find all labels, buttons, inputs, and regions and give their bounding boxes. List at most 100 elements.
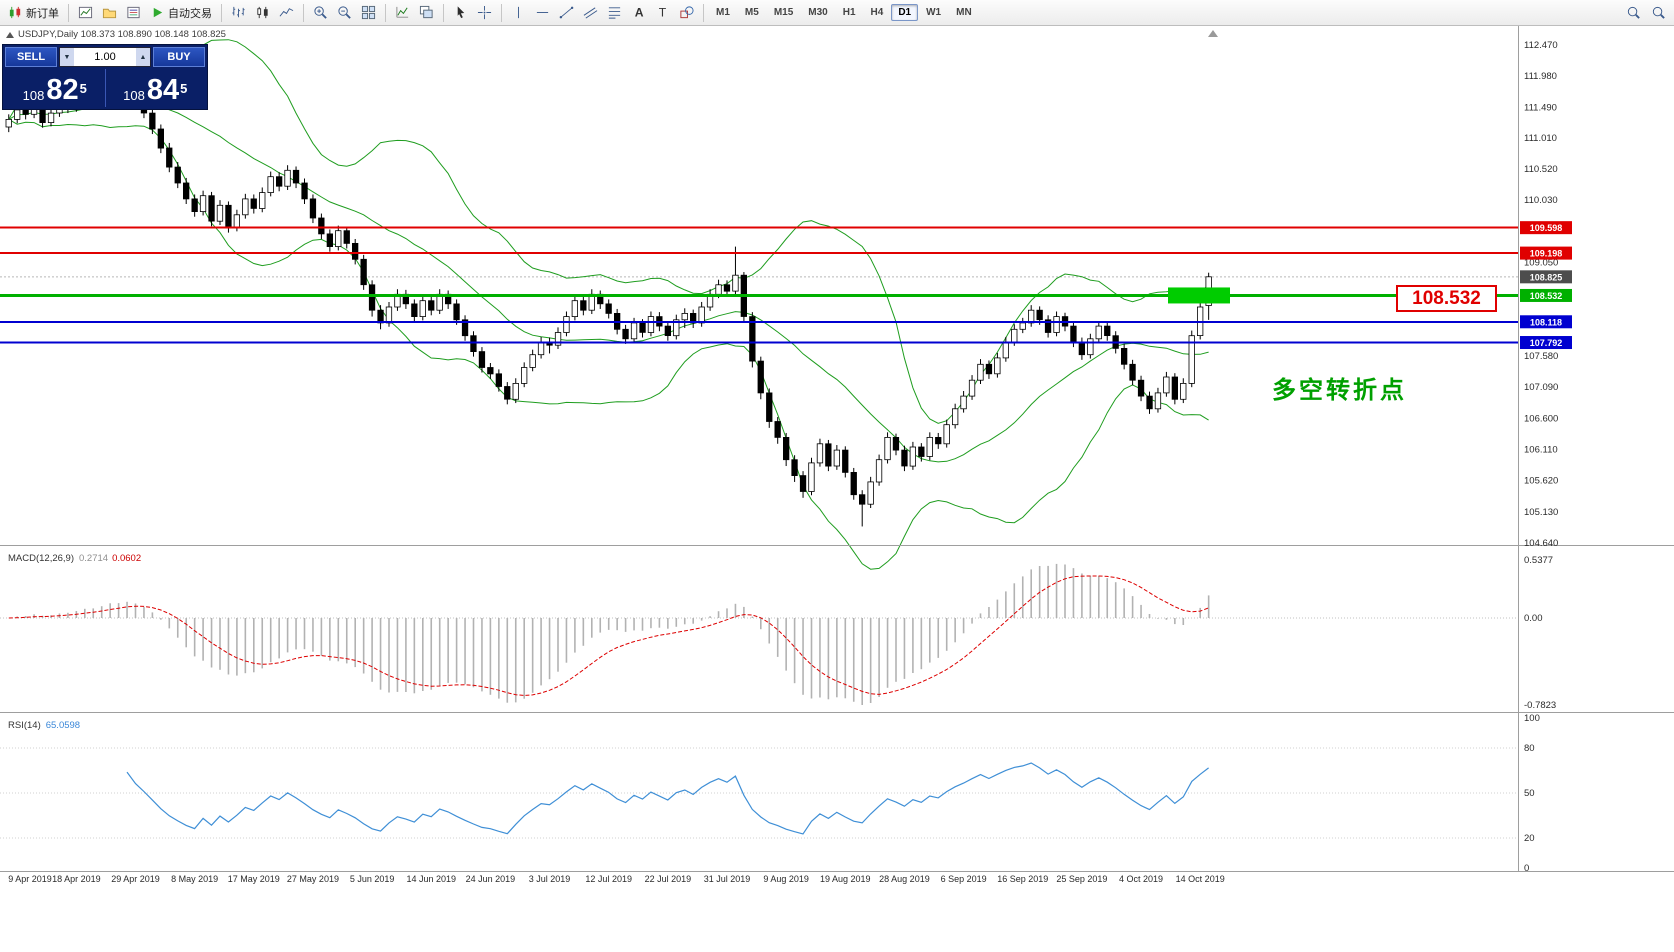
candle-body bbox=[529, 354, 536, 368]
find-symbol-button[interactable] bbox=[1647, 2, 1670, 23]
zoom-in-button[interactable] bbox=[309, 2, 332, 23]
rsi-title: RSI(14) bbox=[8, 720, 41, 731]
macd-signal-value: 0.0602 bbox=[112, 553, 142, 564]
candlestick-chart-button[interactable] bbox=[251, 2, 274, 23]
date-label: 17 May 2019 bbox=[228, 874, 280, 884]
text-button[interactable]: A bbox=[627, 2, 650, 23]
crosshair-button[interactable] bbox=[473, 2, 496, 23]
macd-title: MACD(12,26,9) bbox=[8, 553, 74, 564]
zoom-out-icon bbox=[337, 5, 352, 20]
highlight-rectangle[interactable] bbox=[1168, 287, 1230, 304]
candle-body bbox=[1146, 395, 1153, 410]
candle-body bbox=[1188, 335, 1195, 384]
candle-body bbox=[1180, 382, 1187, 400]
candle-body bbox=[208, 195, 215, 222]
candle-body bbox=[351, 242, 359, 260]
rsi-scale-label: 80 bbox=[1524, 743, 1535, 754]
turning-point-note[interactable]: 多空转折点 bbox=[1272, 377, 1407, 404]
label-icon: T bbox=[655, 5, 670, 20]
timeframe-group: M1 M5 M15 M30 H1 H4 D1 W1 MN bbox=[709, 4, 979, 21]
timeframe-h1[interactable]: H1 bbox=[842, 7, 856, 18]
candle-body bbox=[267, 176, 274, 193]
date-label: 31 Jul 2019 bbox=[704, 874, 751, 884]
candle-body bbox=[495, 373, 503, 387]
buy-price[interactable]: 108 84 5 bbox=[106, 69, 206, 107]
channel-button[interactable] bbox=[579, 2, 602, 23]
candle-body bbox=[521, 367, 528, 384]
timeframe-m30[interactable]: M30 bbox=[808, 7, 828, 18]
indicators-button[interactable] bbox=[391, 2, 414, 23]
chart-window[interactable]: 0.5377 0.00 -0.7823 100 80 50 20 0 112.470 111.98… bbox=[0, 26, 1674, 952]
timeframe-d1[interactable]: D1 bbox=[891, 4, 919, 21]
market-watch-button[interactable] bbox=[122, 2, 145, 23]
auto-trading-button[interactable]: 自动交易 bbox=[146, 2, 216, 24]
candle-body bbox=[318, 217, 325, 235]
bar-chart-button[interactable] bbox=[227, 2, 250, 23]
date-label: 12 Jul 2019 bbox=[585, 874, 632, 884]
candle-body bbox=[859, 494, 866, 505]
date-label: 24 Jun 2019 bbox=[466, 874, 516, 884]
cursor-button[interactable] bbox=[449, 2, 472, 23]
trendline-icon bbox=[559, 5, 574, 20]
timeframe-m5[interactable]: M5 bbox=[744, 7, 759, 18]
volume-down-button[interactable]: ▼ bbox=[60, 48, 74, 66]
price-annotation-label[interactable]: 108.532 bbox=[1396, 285, 1497, 312]
timeframe-mn[interactable]: MN bbox=[956, 7, 972, 18]
fibonacci-button[interactable] bbox=[603, 2, 626, 23]
shapes-button[interactable] bbox=[675, 2, 698, 23]
date-label: 9 Apr 2019 bbox=[8, 874, 52, 884]
crosshair-icon bbox=[477, 5, 492, 20]
zoom-out-button[interactable] bbox=[333, 2, 356, 23]
candle-body bbox=[968, 379, 976, 397]
date-label: 6 Sep 2019 bbox=[941, 874, 987, 884]
timeframe-m1[interactable]: M1 bbox=[716, 7, 730, 18]
timeframe-h4[interactable]: H4 bbox=[870, 7, 884, 18]
price-tick-label: 105.130 bbox=[1524, 507, 1558, 518]
chart-shift-marker[interactable] bbox=[1208, 30, 1218, 37]
new-order-button[interactable]: 新订单 bbox=[4, 2, 63, 24]
price-tag-108.825 bbox=[1520, 270, 1572, 284]
candle-body bbox=[901, 449, 908, 467]
one-click-trading-panel: SELL ▼ ▲ BUY 108 82 5 108 84 5 bbox=[2, 44, 208, 110]
cascade-windows-button[interactable] bbox=[415, 2, 438, 23]
sell-button[interactable]: SELL bbox=[5, 47, 57, 67]
sell-price-big: 82 bbox=[46, 74, 79, 106]
search-icon bbox=[1626, 5, 1641, 20]
channel-icon bbox=[583, 5, 598, 20]
sell-price[interactable]: 108 82 5 bbox=[5, 69, 105, 107]
tile-windows-button[interactable] bbox=[357, 2, 380, 23]
volume-up-button[interactable]: ▲ bbox=[136, 48, 150, 66]
price-tag-108.532 bbox=[1520, 288, 1572, 302]
new-chart-button[interactable] bbox=[74, 2, 97, 23]
bollinger-upper-band bbox=[8, 39, 1209, 424]
line-chart-button[interactable] bbox=[275, 2, 298, 23]
candle-body bbox=[1154, 392, 1162, 410]
candle-body bbox=[943, 424, 950, 445]
toolbar-separator bbox=[385, 3, 386, 22]
new-order-button-label: 新订单 bbox=[26, 7, 59, 20]
timeframe-m15[interactable]: M15 bbox=[773, 7, 794, 18]
candle-body bbox=[149, 112, 156, 130]
candle-body bbox=[335, 230, 342, 247]
macd-histogram bbox=[16, 563, 1210, 705]
search-button[interactable] bbox=[1622, 2, 1645, 23]
volume-input[interactable] bbox=[74, 48, 136, 66]
price-tag-107.792 bbox=[1520, 336, 1572, 350]
buy-price-prefix: 108 bbox=[123, 88, 145, 103]
text-label-button[interactable]: T bbox=[651, 2, 674, 23]
timeframe-w1[interactable]: W1 bbox=[926, 7, 942, 18]
main-chart-svg[interactable]: 0.5377 0.00 -0.7823 100 80 50 20 0 112.470 111.98… bbox=[0, 26, 1674, 888]
vertical-line-button[interactable] bbox=[507, 2, 530, 23]
horizontal-line-button[interactable] bbox=[531, 2, 554, 23]
candle-body bbox=[419, 300, 426, 318]
candle-body bbox=[1095, 325, 1102, 340]
shapes-icon bbox=[679, 5, 694, 20]
candle-body bbox=[783, 436, 790, 461]
candle-body bbox=[182, 182, 190, 200]
profiles-button[interactable] bbox=[98, 2, 121, 23]
trendline-button[interactable] bbox=[555, 2, 578, 23]
buy-button[interactable]: BUY bbox=[153, 47, 205, 67]
collapse-arrow-icon[interactable] bbox=[6, 31, 14, 38]
price-tick-label: 105.620 bbox=[1524, 476, 1558, 487]
candle-body bbox=[935, 436, 942, 445]
